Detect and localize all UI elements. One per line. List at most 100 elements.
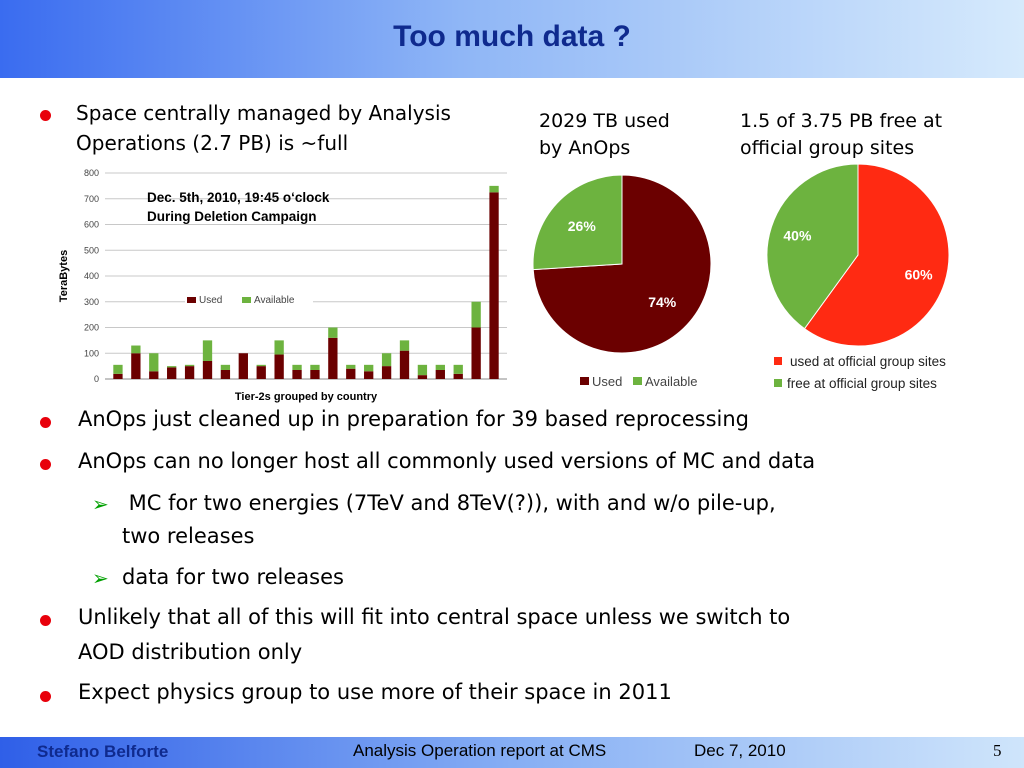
pie-slice-2: [766, 163, 859, 330]
title-bar: [0, 0, 1024, 78]
bullet-3-text: AnOps can no longer host all commonly us…: [78, 449, 816, 473]
bar-used: [381, 366, 392, 379]
sub-bullet-1-line-1: MC for two energies (7TeV and 8TeV(?)), …: [122, 491, 776, 515]
bar-used: [471, 327, 481, 379]
bullet-4-icon: [40, 615, 51, 626]
bar-used: [364, 371, 374, 379]
pie-slice-1: [803, 163, 950, 347]
bar-used: [131, 353, 141, 379]
bar-used: [435, 369, 445, 379]
bar-used: [292, 369, 302, 379]
bar-available: [256, 364, 266, 367]
bar-available: [435, 364, 445, 370]
bar-used: [238, 353, 248, 379]
y-tick-label: 600: [84, 220, 99, 230]
y-axis-label: TeraBytes: [58, 250, 70, 302]
bar-used: [220, 369, 231, 379]
bar-used: [346, 368, 356, 379]
bullet-5-icon: [40, 691, 51, 702]
bullet-4-line-1: Unlikely that all of this will fit into …: [78, 605, 791, 629]
bar-chart: 0 100 200 300 400 500 600 700 800 TeraBytes Tier-2…: [58, 168, 507, 403]
pie-1-caption-line-2: by AnOps: [539, 137, 631, 159]
y-tick-label: 800: [84, 168, 99, 178]
legend-swatch-used: [580, 377, 589, 385]
bar-available: [149, 353, 159, 372]
bar-available: [453, 364, 463, 374]
bar-available: [131, 345, 141, 354]
sub-bullet-2-text: data for two releases: [122, 565, 344, 589]
bar-available: [292, 364, 302, 370]
bar-used: [113, 373, 123, 379]
bar-available: [274, 340, 284, 355]
pie-value-label-2: 26%: [568, 218, 597, 234]
pie-1-caption-line-1: 2029 TB used: [539, 110, 670, 132]
slide-title: Too much data ?: [393, 20, 631, 53]
bar-used: [202, 360, 213, 379]
legend-label-available: Available: [254, 295, 295, 306]
bullet-2-text: AnOps just cleaned up in preparation for…: [78, 407, 749, 431]
bar-used: [453, 373, 463, 379]
bar-available: [381, 353, 392, 367]
bullet-1-icon: [40, 110, 51, 121]
legend-swatch-available: [242, 297, 251, 303]
bar-used: [328, 337, 338, 379]
footer-date: Dec 7, 2010: [694, 741, 786, 760]
y-tick-label: 200: [84, 323, 99, 333]
bar-available: [346, 364, 356, 369]
bar-used: [256, 366, 266, 379]
bullet-1-line-1: Space centrally managed by Analysis: [76, 101, 451, 125]
footer-center: Analysis Operation report at CMS: [353, 741, 607, 760]
bar-used: [184, 366, 195, 379]
pie-value-label-1: 60%: [905, 267, 934, 283]
sub-bullet-2-arrow-icon: ➢: [92, 566, 109, 590]
bar-used: [489, 192, 499, 379]
x-axis-label: Tier-2s grouped by country: [235, 391, 378, 403]
bar-available: [113, 364, 123, 374]
footer-bar: [0, 737, 1024, 768]
bullet-4-line-2: AOD distribution only: [78, 640, 303, 664]
legend-label-used: used at official group sites: [790, 354, 946, 369]
bar-used: [399, 350, 410, 379]
y-tick-label: 500: [84, 245, 99, 255]
bullet-2-icon: [40, 417, 51, 428]
bar-available: [167, 366, 177, 368]
y-tick-label: 0: [94, 374, 99, 384]
pie-slice-2: [532, 174, 623, 271]
bullet-5-text: Expect physics group to use more of thei…: [78, 680, 672, 704]
y-tick-label: 400: [84, 271, 99, 281]
legend-label-used: Used: [592, 374, 622, 389]
bar-available: [471, 301, 481, 328]
bar-available: [220, 364, 231, 370]
legend-label-free: free at official group sites: [787, 376, 937, 391]
bar-used: [310, 369, 320, 379]
pie-2-caption-line-2: official group sites: [740, 137, 915, 159]
chart-annotation-line-1: Dec. 5th, 2010, 19:45 o‘clock: [147, 190, 330, 205]
legend-swatch-used: [774, 357, 782, 365]
bullet-3-icon: [40, 459, 51, 470]
footer-page-number: 5: [993, 741, 1002, 760]
bar-available: [184, 364, 195, 367]
bar-available: [328, 327, 338, 338]
legend-swatch-free: [774, 379, 782, 387]
bar-used: [149, 371, 159, 379]
legend-label-available: Available: [645, 374, 698, 389]
chart-annotation-line-2: During Deletion Campaign: [147, 209, 317, 224]
pie-chart-group-sites: 60% 40% used at official group sites free a…: [766, 163, 950, 391]
bar-available: [399, 340, 410, 351]
sub-bullet-1-arrow-icon: ➢: [92, 492, 109, 516]
bar-used: [417, 375, 428, 379]
pie-2-caption-line-1: 1.5 of 3.75 PB free at: [740, 110, 943, 132]
pie-value-label-1: 74%: [648, 294, 677, 310]
legend-swatch-available: [633, 377, 642, 385]
bar-available: [364, 364, 374, 372]
bar-available: [310, 364, 320, 370]
bar-available: [202, 340, 213, 361]
sub-bullet-1-line-2: two releases: [122, 524, 255, 548]
bar-available: [417, 364, 428, 376]
bar-used: [167, 367, 177, 379]
pie-chart-anops: 74% 26% Used Available: [532, 174, 712, 389]
legend-label-used: Used: [199, 295, 222, 306]
footer-author: Stefano Belforte: [37, 742, 169, 761]
legend-swatch-used: [187, 297, 196, 303]
pie-value-label-2: 40%: [783, 227, 812, 243]
